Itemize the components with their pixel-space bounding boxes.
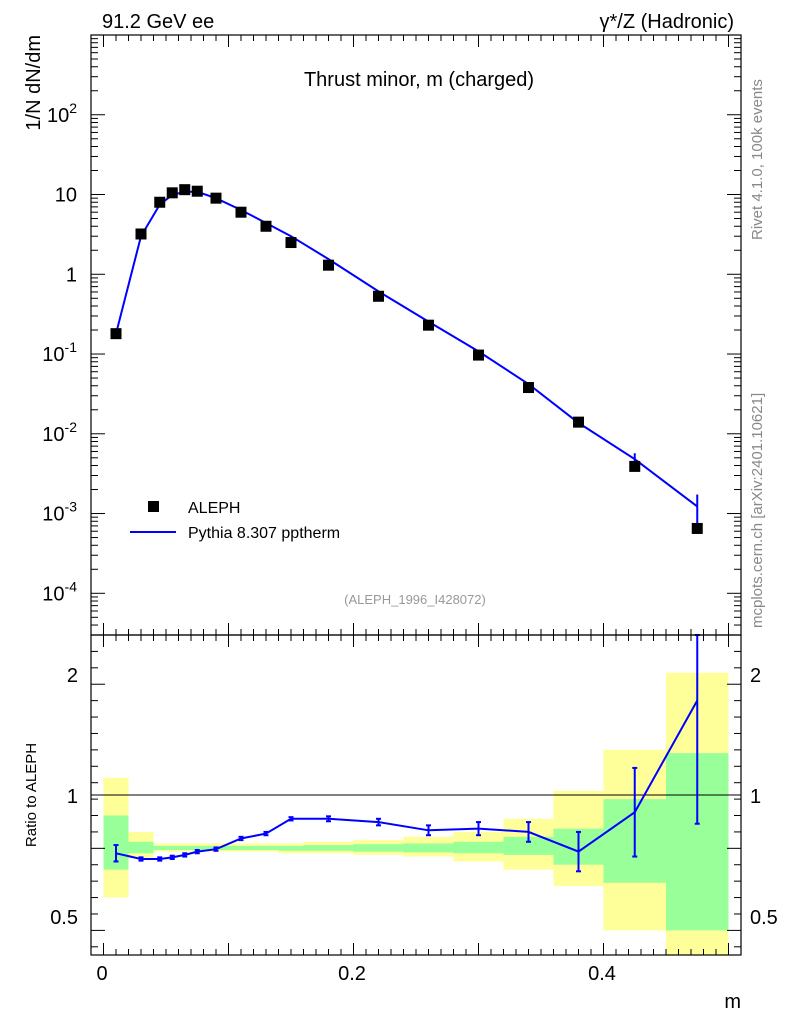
ratio-band-inner [153,845,166,850]
ratio-band-inner [353,844,404,852]
rivet-label: Rivet 4.1.0, 100k events [749,79,766,240]
ratio-band-inner [403,843,454,853]
main-frame [90,34,742,636]
aleph-marker [260,220,272,232]
aleph-marker [285,237,297,249]
x-tick-label-2: 0.4 [588,963,616,985]
ratio-band-inner [253,845,279,850]
legend: ALEPH Pythia 8.307 pptherm [130,500,340,542]
ratio-band-inner [228,845,254,850]
ratio-tick-label-left-1: 1 [67,786,78,808]
y-tick-label: 10-1 [42,339,77,366]
ratio-tick-label-left-0: 0.5 [50,907,78,929]
mcplots-label: mcplots.cern.ch [arXiv:2401.10621] [749,393,766,628]
watermark: (ALEPH_1996_I428072) [344,592,486,607]
aleph-marker [523,382,534,394]
legend-label-aleph: ALEPH [188,500,240,517]
legend-label-pythia: Pythia 8.307 pptherm [188,525,340,542]
aleph-marker [154,196,166,208]
legend-marker-aleph [148,501,159,512]
aleph-marker [473,349,484,361]
aleph-marker [110,328,122,340]
chart-title: Thrust minor, m (charged) [304,69,534,91]
y-tick-label: 10 [55,185,77,207]
x-axis-label: m [724,991,741,1013]
x-tick-label-1: 0.2 [338,963,366,985]
ratio-band-inner [128,841,154,854]
process-label: γ*/Z (Hadronic) [600,11,734,33]
main-axis-ticks [91,34,741,636]
aleph-marker [373,290,384,302]
aleph-marker [210,192,222,204]
pythia-line [115,190,698,508]
x-tick-label-0: 0 [96,963,107,985]
ratio-tick-label-right-2: 2 [750,665,761,687]
aleph-marker [235,206,247,218]
ratio-y-axis-label: Ratio to ALEPH [23,743,40,847]
ratio-band-inner [503,836,554,855]
aleph-marker [629,460,641,472]
y-tick-label: 10-2 [42,419,77,446]
aleph-marker [323,259,334,271]
main-panel: Thrust minor, m (charged) (ALEPH_1996_I4… [23,34,742,636]
y-tick-labels: 10-4 10-3 10-2 10-1 1 10 102 [42,100,77,606]
ratio-band-inner [178,845,191,850]
aleph-marker [691,522,703,534]
energy-label: 91.2 GeV ee [102,11,214,33]
y-tick-label: 10-3 [42,499,77,526]
ratio-band-inner [278,845,304,851]
y-axis-label: 1/N dN/dm [23,35,45,131]
aleph-marker [573,416,584,428]
ratio-band-inner [303,845,354,851]
ratio-line [115,700,699,860]
ratio-band-inner [191,845,204,850]
main-series [110,184,703,534]
ratio-band-inner [453,841,504,854]
y-tick-label: 1 [66,264,77,286]
ratio-frame [90,634,742,956]
ratio-tick-label-left-2: 2 [67,665,78,687]
ratio-axis-ticks [91,635,741,955]
aleph-marker [191,185,203,197]
y-tick-label: 102 [47,100,77,127]
y-tick-label: 10-4 [42,578,77,605]
aleph-marker [135,228,147,240]
ratio-band-inner [166,845,179,850]
aleph-marker [179,184,191,196]
ratio-tick-label-right-1: 1 [750,786,761,808]
aleph-marker [423,319,434,331]
ratio-tick-label-right-0: 0.5 [750,907,778,929]
ratio-series [113,634,700,873]
ratio-panel: Ratio to ALEPH 0.5 1 2 0.5 1 2 0 0.2 0.4… [23,634,778,1013]
aleph-marker [166,187,178,199]
